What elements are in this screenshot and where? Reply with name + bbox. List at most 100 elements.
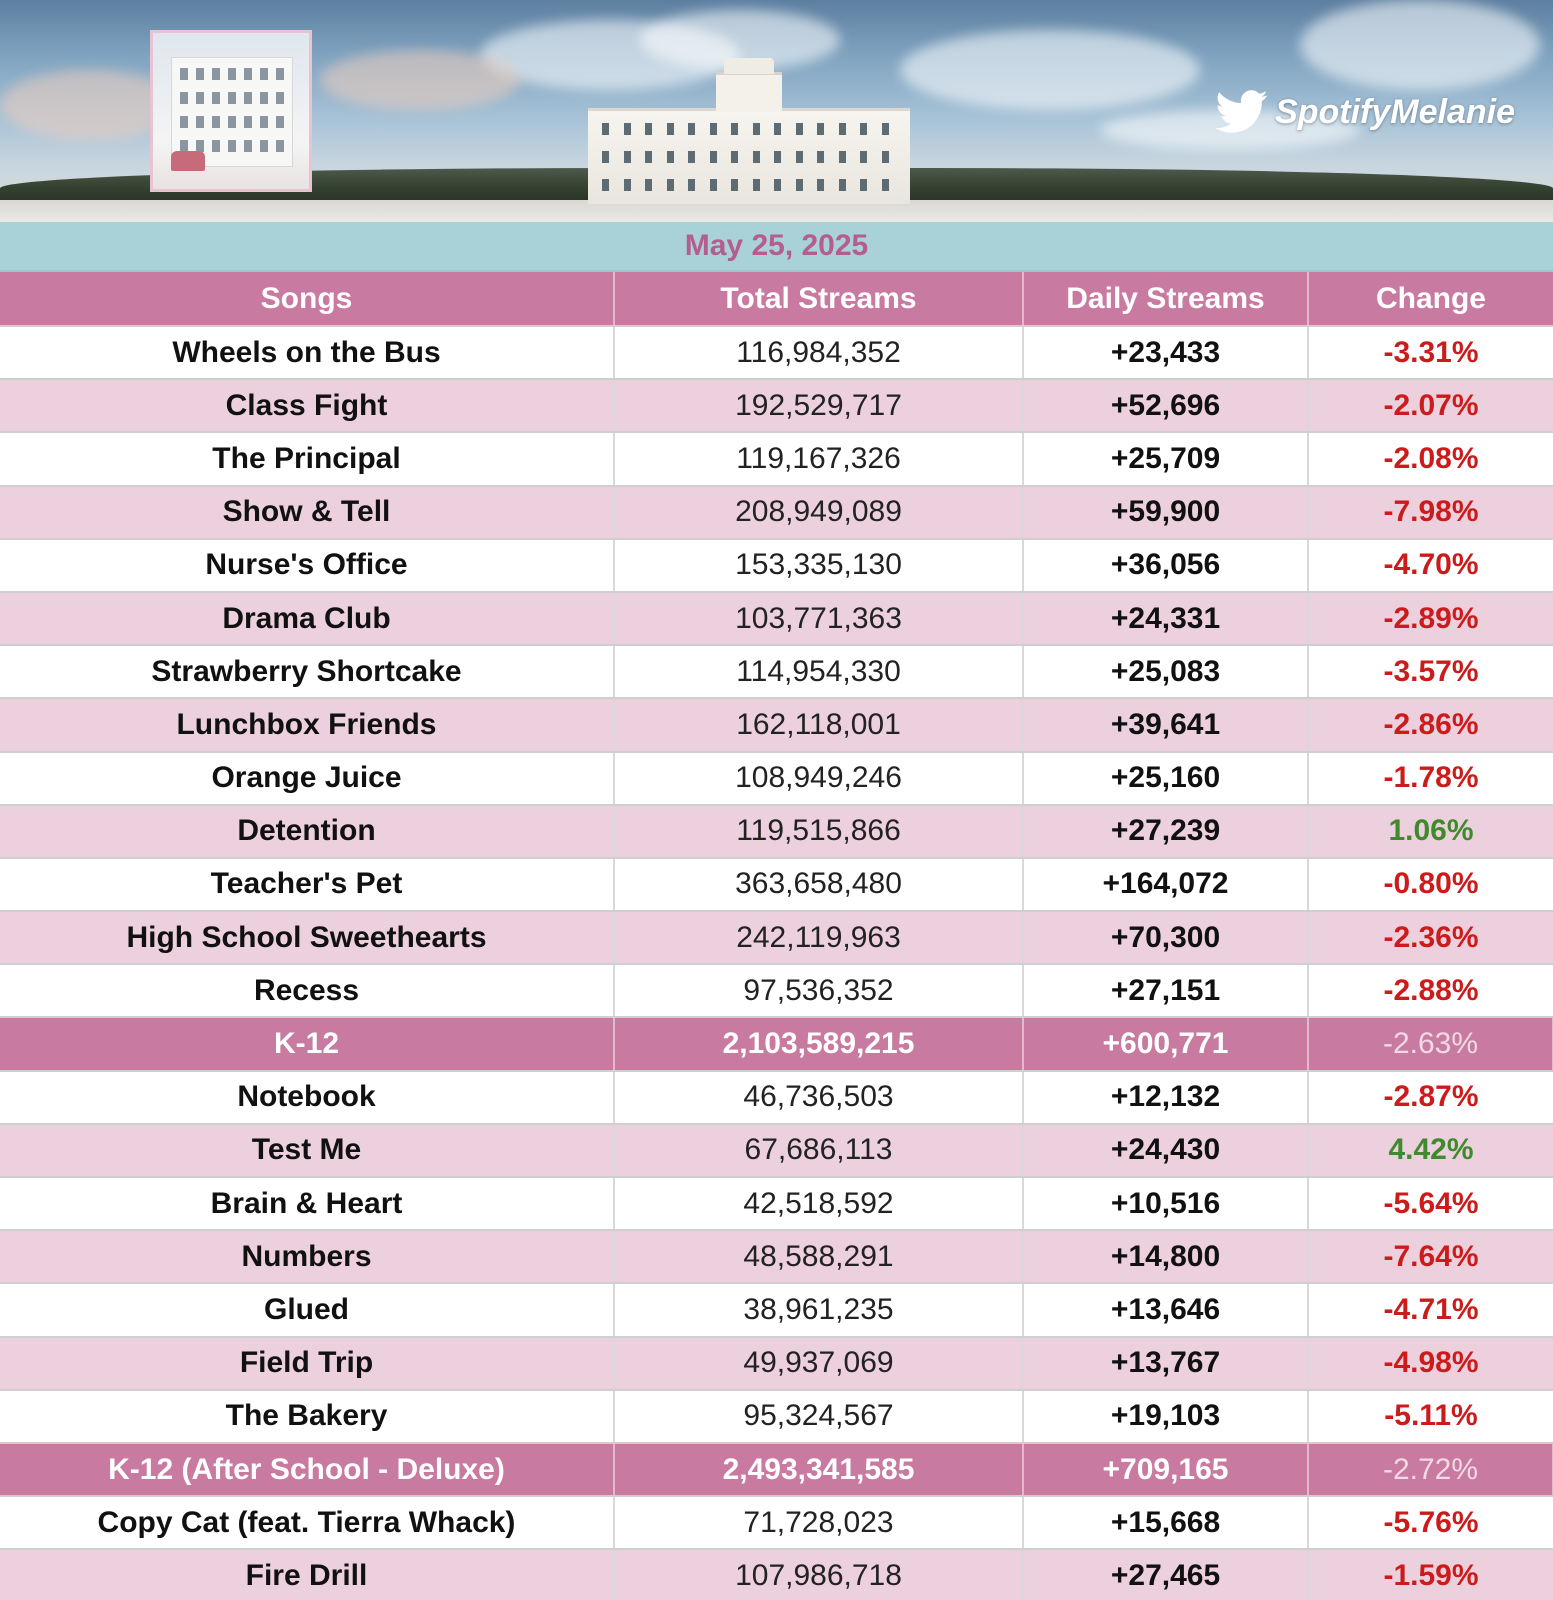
- daily-streams: +59,900: [1023, 485, 1309, 540]
- palace-roof: [724, 58, 774, 74]
- header-banner: SpotifyMelanie: [0, 0, 1553, 222]
- palace-window: [666, 151, 674, 163]
- change-percent: -1.78%: [1308, 751, 1553, 806]
- palace-window: [838, 123, 846, 135]
- daily-streams: +13,767: [1023, 1336, 1309, 1391]
- palace-window: [645, 123, 652, 135]
- palace-window: [731, 179, 738, 191]
- song-name: Brain & Heart: [0, 1177, 615, 1232]
- change-percent: -3.57%: [1308, 645, 1553, 700]
- album-palace-window: [276, 68, 284, 80]
- song-name: The Bakery: [0, 1389, 615, 1444]
- change-percent: -5.76%: [1308, 1496, 1553, 1551]
- table-row: Show & Tell 208,949,089 +59,900 -7.98%: [0, 485, 1553, 540]
- change-percent: -3.31%: [1308, 326, 1553, 381]
- total-streams: 95,324,567: [614, 1389, 1024, 1444]
- palace-window: [666, 179, 674, 191]
- brand-name: SpotifyMelanie: [1275, 92, 1515, 131]
- daily-streams: +27,465: [1023, 1549, 1309, 1600]
- palace-window: [731, 151, 738, 163]
- daily-streams: +19,103: [1023, 1389, 1309, 1444]
- total-streams: 242,119,963: [614, 911, 1024, 966]
- palace-window: [709, 179, 717, 191]
- album-palace-window: [196, 92, 204, 104]
- palace-window: [688, 151, 695, 163]
- column-header-daily-streams: Daily Streams: [1023, 272, 1309, 327]
- cloud: [1300, 0, 1540, 90]
- total-streams: 114,954,330: [614, 645, 1024, 700]
- table-row: Detention 119,515,866 +27,239 1.06%: [0, 804, 1553, 859]
- palace-window: [688, 179, 695, 191]
- palace-window: [881, 151, 889, 163]
- album-palace-window: [228, 68, 236, 80]
- total-streams: 103,771,363: [614, 591, 1024, 647]
- album-palace-window: [196, 116, 204, 128]
- total-streams: 153,335,130: [614, 538, 1024, 593]
- table-header-row: Songs Total Streams Daily Streams Change: [0, 272, 1553, 327]
- change-percent: -0.80%: [1308, 857, 1553, 913]
- album-palace-window: [276, 92, 284, 104]
- change-percent: 4.42%: [1308, 1123, 1553, 1179]
- album-palace-window: [180, 140, 188, 152]
- song-name: Fire Drill: [0, 1549, 615, 1600]
- table-row: Field Trip 49,937,069 +13,767 -4.98%: [0, 1336, 1553, 1391]
- change-percent: -7.98%: [1308, 485, 1553, 540]
- palace-window: [602, 123, 609, 135]
- table-row: Wheels on the Bus 116,984,352 +23,433 -3.31…: [0, 326, 1553, 381]
- palace-window: [602, 151, 609, 163]
- song-name: Orange Juice: [0, 751, 615, 806]
- daily-streams: +52,696: [1023, 379, 1309, 434]
- change-percent: -2.86%: [1308, 698, 1553, 753]
- song-name: Nurse's Office: [0, 538, 615, 593]
- change-percent: -7.64%: [1308, 1230, 1553, 1285]
- palace-window: [645, 151, 652, 163]
- palace-window: [774, 123, 781, 135]
- report-date: May 25, 2025: [684, 229, 869, 262]
- song-name: Drama Club: [0, 591, 615, 647]
- change-percent: 1.06%: [1308, 804, 1553, 859]
- palace-window: [838, 179, 846, 191]
- daily-streams: +23,433: [1023, 326, 1309, 381]
- table-row: Strawberry Shortcake 114,954,330 +25,083 -3…: [0, 645, 1553, 700]
- date-bar: May 25, 2025: [0, 222, 1553, 272]
- song-name: Field Trip: [0, 1336, 615, 1391]
- album-palace-window: [180, 92, 188, 104]
- song-name: Show & Tell: [0, 485, 615, 540]
- palace-window: [860, 151, 867, 163]
- change-percent: -4.70%: [1308, 538, 1553, 593]
- daily-streams: +13,646: [1023, 1283, 1309, 1338]
- palace-window: [817, 151, 824, 163]
- album-palace-window: [228, 140, 236, 152]
- palace-window: [602, 179, 609, 191]
- daily-streams: +24,430: [1023, 1123, 1309, 1179]
- palace-window: [817, 179, 824, 191]
- palace-window: [752, 123, 760, 135]
- song-name: High School Sweethearts: [0, 911, 615, 966]
- album-palace-window: [212, 68, 220, 80]
- cloud: [900, 30, 1200, 110]
- total-streams: 107,986,718: [614, 1549, 1024, 1600]
- total-streams: 67,686,113: [614, 1123, 1024, 1179]
- column-header-change: Change: [1308, 272, 1553, 327]
- album-palace-window: [212, 116, 220, 128]
- album-palace-window: [244, 92, 252, 104]
- table-row: The Principal 119,167,326 +25,709 -2.08%: [0, 432, 1553, 487]
- table-row: Class Fight 192,529,717 +52,696 -2.07%: [0, 379, 1553, 434]
- song-name: Glued: [0, 1283, 615, 1338]
- change-percent: -4.98%: [1308, 1336, 1553, 1391]
- song-name: Wheels on the Bus: [0, 326, 615, 381]
- daily-streams: +25,709: [1023, 432, 1309, 487]
- song-name: Lunchbox Friends: [0, 698, 615, 753]
- total-streams: 2,493,341,585: [614, 1442, 1024, 1498]
- palace-window: [623, 179, 631, 191]
- change-percent: -2.36%: [1308, 911, 1553, 966]
- palace-window: [817, 123, 824, 135]
- song-name: Class Fight: [0, 379, 615, 434]
- album-palace-window: [244, 140, 252, 152]
- total-streams: 192,529,717: [614, 379, 1024, 434]
- palace-window: [709, 151, 717, 163]
- change-percent: -2.07%: [1308, 379, 1553, 434]
- daily-streams: +164,072: [1023, 857, 1309, 913]
- total-streams: 162,118,001: [614, 698, 1024, 753]
- album-total-row: K-12 (After School - Deluxe) 2,493,341,58…: [0, 1442, 1553, 1498]
